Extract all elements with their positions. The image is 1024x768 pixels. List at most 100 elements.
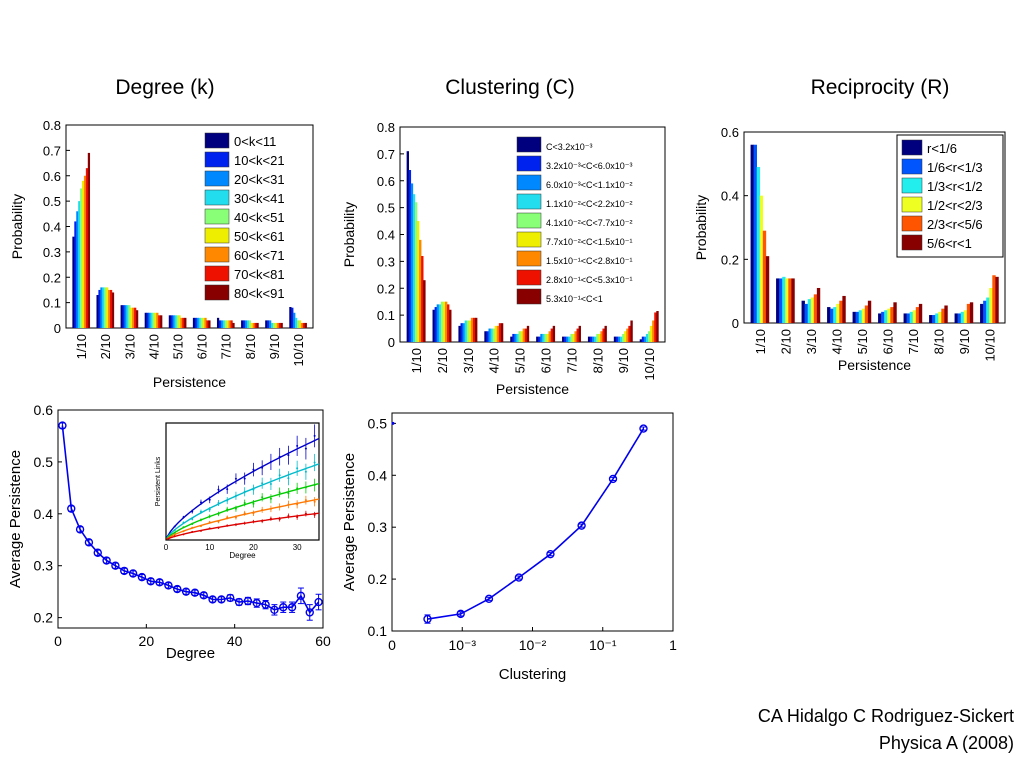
degree-hist-bar: [280, 322, 283, 328]
degree-line-point: [305, 608, 314, 617]
degree-hist-bar: [293, 312, 296, 328]
reciprocity-hist-bar: [941, 308, 945, 323]
clustering-hist-legend-label: C<3.2x10⁻³: [546, 142, 593, 152]
degree-hist-bar: [152, 312, 155, 328]
degree-hist-xtick-label: 8/10: [243, 334, 258, 359]
clustering-hist-bar: [492, 328, 495, 342]
degree-hist-bar: [243, 320, 246, 328]
clustering-hist-legend-swatch: [516, 288, 542, 305]
degree-line-point: [137, 572, 147, 582]
clustering-hist-bar: [628, 325, 631, 342]
clustering-hist-ytick-label: 0.3: [377, 254, 395, 269]
reciprocity-hist-bar: [861, 308, 866, 323]
degree-hist-bar: [272, 322, 276, 328]
degree-line-point: [217, 595, 226, 604]
degree-hist-bar: [170, 315, 173, 328]
clustering-hist-bar: [643, 336, 647, 342]
degree-hist-legend-label: 0<k<11: [234, 134, 276, 149]
reciprocity-hist-bar: [903, 313, 907, 323]
degree-line-point: [102, 556, 111, 565]
reciprocity-hist-bar: [992, 275, 996, 323]
inset-point: [208, 498, 211, 501]
inset-point: [296, 487, 299, 490]
reciprocity-hist-bar: [810, 297, 815, 323]
reciprocity-hist-bar: [830, 308, 834, 323]
degree-hist-bar: [102, 287, 105, 328]
degree-hist-legend-swatch: [204, 132, 230, 149]
inset-point: [234, 494, 237, 497]
reciprocity-panel-title: Reciprocity (R): [810, 76, 950, 99]
clustering-hist-bar: [436, 304, 440, 342]
degree-hist-bar: [232, 322, 235, 328]
clustering-line-ytick-label: 0.3: [368, 519, 388, 535]
degree-hist-bar: [220, 320, 224, 328]
degree-hist-bar: [250, 322, 253, 328]
credit-authors: CA Hidalgo C Rodriguez-Sickert: [757, 706, 1014, 726]
clustering-hist-bar: [464, 320, 468, 342]
inset-point: [304, 447, 307, 450]
inset-point: [182, 516, 185, 519]
degree-hist-bar: [267, 320, 270, 328]
degree-hist-legend-label: 50<k<61: [234, 229, 285, 244]
inset-frame: [165, 422, 320, 541]
degree-line-frame: [57, 409, 324, 629]
degree-line-point: [252, 598, 261, 608]
degree-line-point: [296, 591, 306, 601]
clustering-hist-bar: [552, 325, 556, 342]
degree-hist-bar: [291, 307, 294, 328]
degree-hist-bar: [256, 322, 259, 328]
reciprocity-hist-bar: [938, 311, 942, 323]
degree-hist-xtick-label: 6/10: [195, 334, 210, 359]
degree-hist-bar: [160, 315, 163, 328]
degree-hist-bar: [222, 320, 225, 328]
reciprocity-hist-bar: [855, 311, 859, 323]
reciprocity-hist-bar: [776, 278, 780, 323]
inset-point: [243, 512, 246, 515]
degree-hist-bar: [202, 317, 205, 328]
degree-hist-legend-label: 60<k<71: [234, 248, 285, 263]
degree-hist-bar: [120, 305, 123, 328]
inset-xtick-label: 10: [205, 543, 214, 552]
inset-point: [208, 521, 211, 524]
reciprocity-hist-bar: [785, 278, 789, 323]
clustering-line-point: [608, 474, 618, 484]
degree-line-point: [234, 597, 244, 607]
degree-hist-bar: [128, 305, 131, 328]
reciprocity-hist-bar: [881, 311, 885, 323]
degree-line-point: [164, 581, 173, 590]
reciprocity-hist-xtick-label: 1/10: [753, 329, 768, 354]
inset-point: [313, 434, 316, 437]
reciprocity-hist-legend-swatch: [901, 215, 923, 232]
degree-hist-bar: [106, 287, 109, 328]
reciprocity-hist-bar: [836, 303, 840, 323]
inset-point: [269, 497, 272, 500]
clustering-hist-bar: [434, 307, 437, 342]
degree-hist-bar: [184, 317, 187, 328]
degree-hist-bar: [156, 312, 159, 328]
clustering-line-xlabel: Clustering: [499, 666, 567, 683]
degree-hist-xtick-label: 2/10: [98, 334, 113, 359]
reciprocity-hist-bar: [969, 302, 974, 323]
degree-hist-bar: [244, 320, 248, 328]
degree-hist-bar: [182, 317, 185, 328]
clustering-hist-legend-label: 1.1x10⁻²<C<2.2x10⁻²: [546, 199, 633, 209]
degree-hist-bar: [296, 320, 300, 328]
degree-hist-bar: [206, 320, 209, 328]
reciprocity-hist-bar: [762, 230, 767, 323]
degree-hist-bar: [96, 295, 99, 328]
clustering-hist-bar: [516, 333, 519, 342]
clustering-hist-legend-label: 1.5x10⁻¹<C<2.8x10⁻¹: [546, 256, 633, 266]
inset-point: [217, 488, 220, 491]
clustering-hist-bar: [617, 336, 621, 342]
degree-hist-bar: [194, 317, 198, 328]
reciprocity-hist-bar: [756, 167, 761, 323]
reciprocity-hist-bar: [890, 307, 894, 323]
reciprocity-hist-legend-swatch: [901, 158, 923, 175]
clustering-hist-bar: [596, 333, 599, 342]
reciprocity-hist-bar: [989, 287, 993, 323]
clustering-hist-ytick-label: 0.8: [377, 120, 395, 135]
reciprocity-hist-bar: [932, 315, 936, 323]
clustering-histogram-chart: 0 0.1 0.2 0.3 0.4 0.5 0.6 0.7 0.8 1/10 2/10 3/10 4/1…: [341, 120, 666, 397]
clustering-hist-bar: [462, 323, 465, 342]
degree-hist-bar: [228, 320, 231, 328]
